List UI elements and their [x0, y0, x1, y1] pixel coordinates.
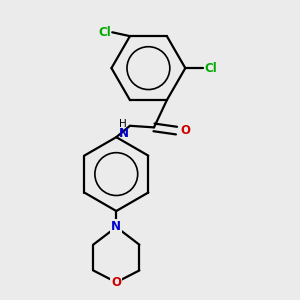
Text: H: H: [119, 119, 127, 129]
Text: O: O: [111, 276, 121, 289]
Text: Cl: Cl: [99, 26, 111, 39]
Text: N: N: [118, 127, 129, 140]
Text: N: N: [111, 220, 121, 232]
Text: O: O: [180, 124, 190, 137]
Text: Cl: Cl: [204, 61, 217, 75]
